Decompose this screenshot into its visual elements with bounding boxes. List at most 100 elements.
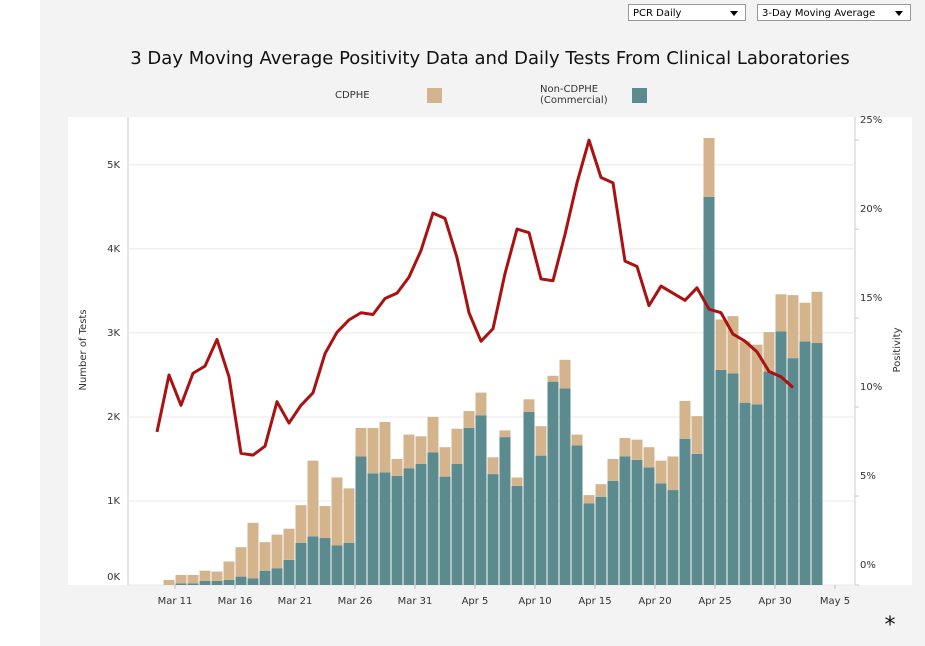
bar [451,464,463,585]
bar [259,542,271,571]
bar [175,574,187,584]
bar [319,506,331,538]
bar [763,371,775,585]
y2-tick-label: 0% [860,560,876,571]
bar [427,452,439,585]
bar [415,464,427,585]
bar [619,456,631,585]
y2-tick-label: 5% [860,471,876,482]
y2-tick-label: 25% [860,115,882,126]
x-tick-label: Apr 25 [698,596,731,607]
bar [331,477,343,546]
bar [175,583,187,585]
bar [439,447,451,477]
bar [535,426,547,456]
bar [391,475,403,585]
bar [271,568,283,585]
bar [487,457,499,475]
bar [655,483,667,585]
bar [643,447,655,468]
footnote: * [885,613,896,638]
bar [787,358,799,585]
bar [691,453,703,585]
legend-label: CDPHE [335,90,370,101]
bar [307,536,319,585]
bar [343,542,355,585]
y-tick-label: 0K [107,572,120,583]
x-tick-label: Apr 5 [462,596,489,607]
x-tick-label: Mar 21 [278,596,313,607]
bar [727,373,739,585]
legend-swatch [632,88,647,103]
bar [799,341,811,585]
bar [295,505,307,543]
bar [631,439,643,460]
bar [499,430,511,438]
bar [595,496,607,585]
bar [703,196,715,585]
bar [211,580,223,585]
bar [739,341,751,403]
bar [787,295,799,359]
bar [355,427,367,457]
bar [475,392,487,416]
bar [667,456,679,491]
bar [391,458,403,476]
bar [403,434,415,469]
y2-tick-label: 20% [860,204,882,215]
bar [799,302,811,342]
bar [379,421,391,473]
bar [643,467,655,585]
bar [367,473,379,585]
x-tick-label: Mar 11 [158,596,193,607]
bar [403,468,415,585]
bar [811,343,823,585]
y-tick-label: 1K [107,496,120,507]
bar [235,576,247,585]
bar [439,476,451,585]
bar [751,404,763,585]
bar [355,456,367,585]
line [155,138,794,457]
measure-dropdown[interactable]: PCR Daily [628,4,746,21]
x-tick-label: Apr 30 [758,596,791,607]
bar [775,331,787,585]
bar [571,445,583,585]
bar [187,583,199,585]
bar [331,545,343,585]
bar [739,402,751,585]
y-tick-label: 2K [107,412,120,423]
bar [247,578,259,585]
bar [367,427,379,474]
x-tick-label: Apr 15 [578,596,611,607]
bar [595,484,607,497]
bar [223,579,235,585]
y-tick-label: 3K [107,328,120,339]
bar [163,579,175,585]
bar [727,316,739,374]
bar [487,474,499,585]
y2-axis-title: Positivity [892,327,903,372]
bar [679,400,691,439]
bar [583,495,595,504]
bar [571,434,583,446]
legend-label: Non-CDPHE (Commercial) [540,84,608,106]
bar [199,580,211,585]
bar [679,438,691,585]
bar [535,455,547,585]
bar [547,381,559,585]
bar [583,503,595,585]
bar [379,472,391,585]
x-tick-label: Mar 26 [338,596,373,607]
bar [775,294,787,332]
average-dropdown[interactable]: 3-Day Moving Average [757,4,911,21]
bar [283,528,295,560]
bar [343,488,355,543]
bar [607,458,619,481]
y-axis-title: Number of Tests [78,309,89,390]
bar [751,344,763,405]
bar [199,570,211,581]
bar [463,411,475,428]
bar [607,480,619,585]
